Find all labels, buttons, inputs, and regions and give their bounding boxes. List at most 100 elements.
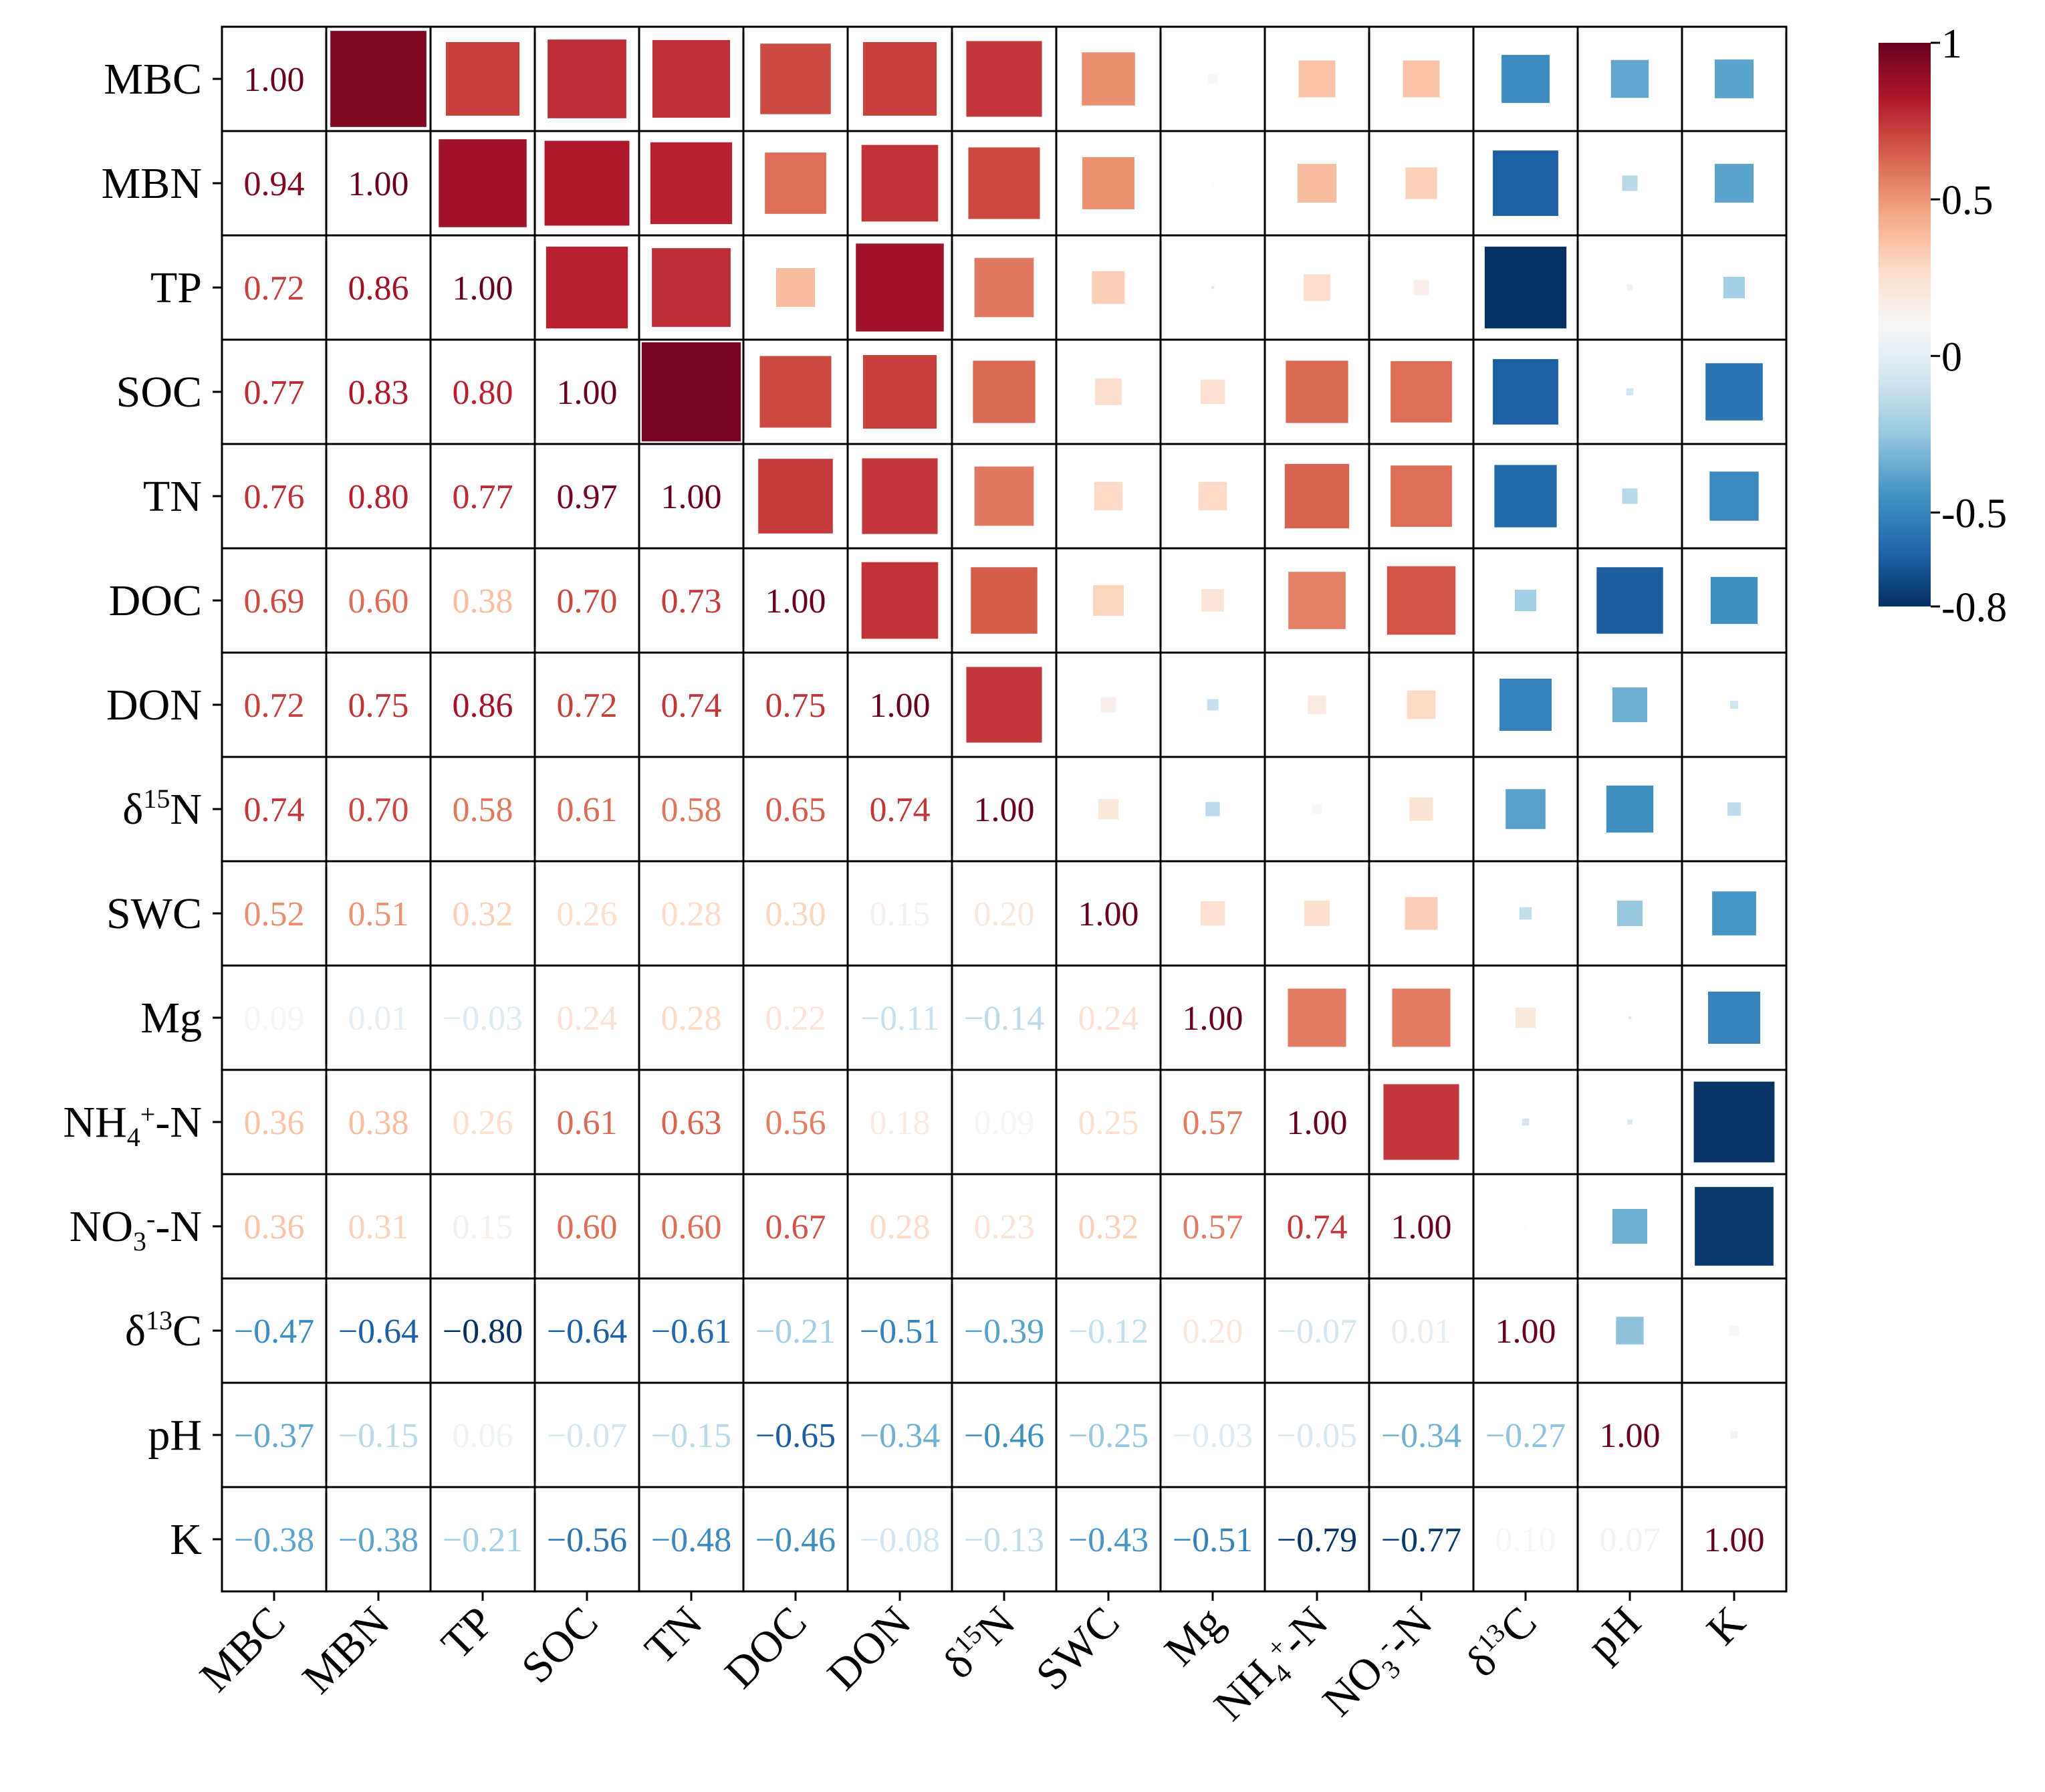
correlation-value: 0.83 <box>348 374 409 412</box>
correlation-value: −0.11 <box>860 1000 939 1038</box>
grid-cell <box>221 860 328 967</box>
grid-cell <box>1159 1069 1266 1175</box>
y-tick-label: MBC <box>104 55 202 104</box>
correlation-value: 0.77 <box>244 374 305 412</box>
correlation-square <box>1212 183 1213 184</box>
correlation-square <box>1606 785 1654 833</box>
correlation-value: 0.38 <box>348 1104 409 1142</box>
grid-cell <box>429 756 536 863</box>
grid-cell <box>1264 1486 1370 1593</box>
grid-cell <box>429 338 536 445</box>
y-tick-label: TP <box>150 263 202 312</box>
grid-cell <box>951 1173 1058 1280</box>
correlation-value: 0.25 <box>1078 1104 1139 1142</box>
y-tick-label: DOC <box>109 576 202 625</box>
grid-cell <box>846 1277 953 1384</box>
correlation-value: 0.63 <box>661 1104 722 1142</box>
correlation-value: 0.61 <box>557 1104 618 1142</box>
correlation-square <box>1616 900 1643 927</box>
grid-cell <box>846 1069 953 1175</box>
x-tick-label: DOC <box>715 1597 816 1698</box>
correlation-square <box>1208 74 1217 84</box>
correlation-value: −0.43 <box>1068 1521 1149 1559</box>
correlation-value: 0.32 <box>1078 1208 1139 1246</box>
y-tick-label: NH4+-N <box>63 1098 202 1152</box>
x-tick-label: Mg <box>1155 1597 1233 1675</box>
correlation-square <box>1286 360 1348 423</box>
correlation-square <box>544 140 630 226</box>
correlation-square <box>1627 1119 1633 1125</box>
grid-cell <box>429 1486 536 1593</box>
correlation-value: −0.56 <box>547 1521 627 1559</box>
correlation-value: 0.10 <box>1495 1521 1556 1559</box>
grid-cell <box>221 547 328 654</box>
correlation-square <box>1626 388 1634 396</box>
correlation-square <box>1506 789 1546 829</box>
correlation-value: 0.60 <box>557 1208 618 1246</box>
correlation-square <box>1612 1209 1647 1244</box>
correlation-value: 1.00 <box>1078 895 1139 933</box>
grid-cell <box>742 547 849 654</box>
correlation-value: −0.38 <box>338 1521 418 1559</box>
correlation-value: 0.22 <box>765 1000 826 1038</box>
correlation-square <box>1201 589 1224 612</box>
correlation-square <box>1596 567 1663 634</box>
grid-cell <box>638 756 745 863</box>
correlation-square <box>652 248 731 327</box>
grid-cell <box>846 1173 953 1280</box>
y-tick-label: δ13C <box>125 1305 202 1355</box>
grid-cell <box>221 234 328 341</box>
correlation-value: 0.74 <box>661 687 722 725</box>
correlation-value: 0.65 <box>765 791 826 829</box>
grid-cell <box>846 1486 953 1593</box>
correlation-value: 0.20 <box>974 895 1035 933</box>
correlation-value: −0.51 <box>860 1313 940 1351</box>
grid-cell <box>533 860 640 967</box>
correlation-square <box>1714 59 1754 99</box>
correlation-square <box>1100 697 1116 713</box>
correlation-value: −0.34 <box>860 1417 940 1455</box>
correlation-value: −0.07 <box>547 1417 627 1455</box>
correlation-square <box>759 356 832 428</box>
correlation-square <box>862 41 937 116</box>
correlation-value: −0.07 <box>1277 1313 1357 1351</box>
x-tick-label: MBN <box>293 1597 399 1703</box>
grid-cell <box>1264 1381 1370 1488</box>
grid-cell <box>1055 1486 1162 1593</box>
correlation-square <box>1288 572 1346 629</box>
correlation-value: −0.14 <box>964 1000 1044 1038</box>
correlation-square <box>1622 488 1638 504</box>
x-tick-label: K <box>1697 1597 1754 1654</box>
correlation-square <box>1519 907 1532 920</box>
correlation-value: −0.03 <box>443 1000 523 1038</box>
correlation-value: 0.01 <box>348 1000 409 1038</box>
grid-cell <box>429 964 536 1071</box>
correlation-value: 1.00 <box>1495 1313 1556 1351</box>
correlation-square <box>1391 465 1452 527</box>
colorbar: 1 0.5 0 -0.5 -0.8 <box>1879 21 2007 631</box>
grid-cell <box>325 338 432 445</box>
grid-cell <box>1368 1486 1475 1593</box>
grid-cell <box>1264 1069 1370 1175</box>
correlation-square <box>758 459 833 534</box>
grid-cell <box>846 1381 953 1488</box>
correlation-value: 0.60 <box>661 1208 722 1246</box>
correlation-value: 0.51 <box>348 895 409 933</box>
correlation-value: 0.24 <box>1078 1000 1139 1038</box>
correlation-value: −0.46 <box>755 1521 836 1559</box>
correlation-square <box>1082 52 1135 106</box>
correlation-value: 0.24 <box>557 1000 618 1038</box>
y-tick-label: K <box>170 1515 202 1564</box>
correlation-value: 0.06 <box>453 1417 513 1455</box>
correlation-square <box>1308 695 1326 714</box>
correlation-value: 1.00 <box>1391 1208 1452 1246</box>
correlation-value: 0.61 <box>557 791 618 829</box>
correlation-value: −0.77 <box>1381 1521 1461 1559</box>
correlation-square <box>1525 1226 1526 1227</box>
grid-cell <box>221 443 328 550</box>
grid-cell <box>429 547 536 654</box>
correlation-square <box>1312 804 1322 814</box>
correlation-value: 0.28 <box>661 1000 722 1038</box>
correlation-square <box>1693 1081 1775 1163</box>
grid-cell <box>533 964 640 1071</box>
